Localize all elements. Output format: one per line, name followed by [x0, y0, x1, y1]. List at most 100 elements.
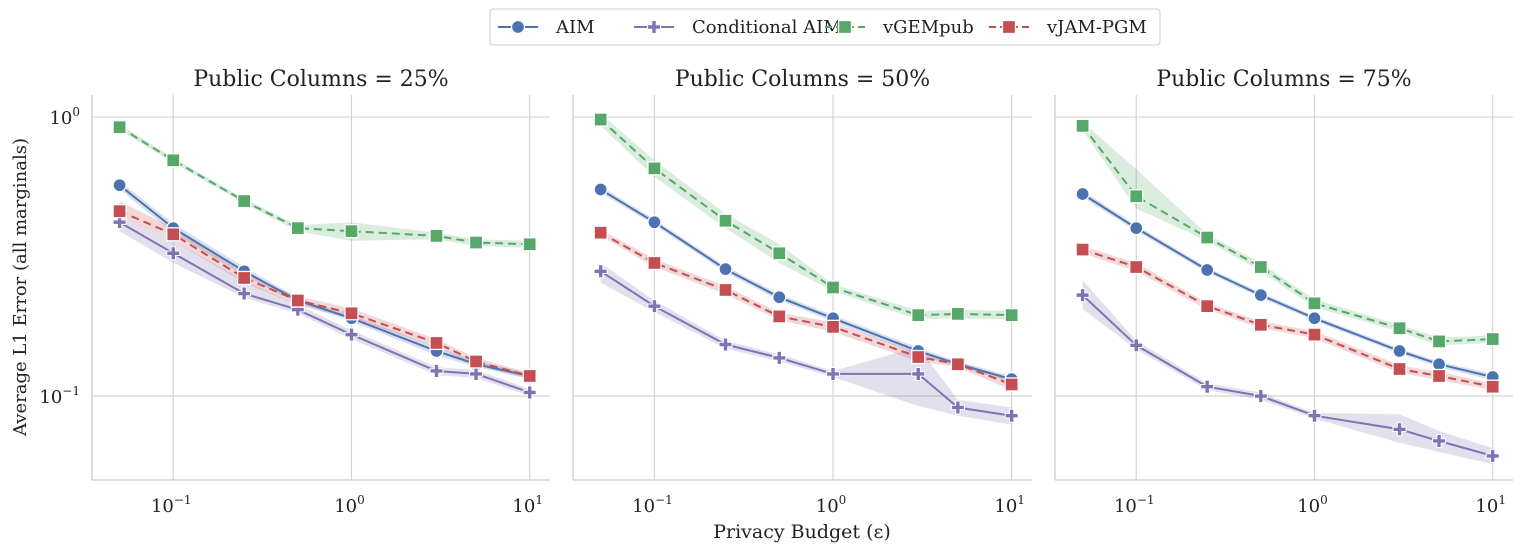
data-point-caim: [237, 286, 252, 301]
data-point-vgem: [429, 228, 444, 244]
data-point-aim: [1307, 311, 1322, 326]
legend-label-caim: Conditional AIM: [692, 17, 842, 38]
data-point-caim: [647, 299, 662, 314]
chart-panels: Public Columns = 25%10−1 100 10110010−1Pub…: [39, 67, 1513, 517]
data-point-caim: [950, 400, 965, 415]
legend-marker-caim: [647, 20, 661, 34]
panel-1: Public Columns = 25% 10−1 100 101 100 10−1: [39, 67, 550, 517]
legend-label-vjam: vJAM-PGM: [1046, 17, 1147, 38]
x-tick-label: 100: [816, 493, 847, 517]
series-line-vgem: [600, 118, 1012, 317]
data-point-vgem: [468, 235, 484, 250]
x-tick-label: 10−1: [1114, 493, 1155, 517]
data-point-aim: [1075, 186, 1090, 202]
data-point-vgem: [950, 306, 966, 322]
confidence-band-caim: [600, 262, 1012, 425]
data-point-caim: [911, 366, 926, 381]
data-point-vjam: [112, 204, 127, 219]
data-point-vgem: [1392, 321, 1407, 336]
legend-item-aim: AIM: [498, 17, 595, 38]
data-point-caim: [166, 246, 181, 261]
x-tick-label: 10−1: [632, 493, 673, 517]
data-point-caim: [1200, 379, 1215, 394]
data-point-caim: [1004, 408, 1019, 423]
data-point-caim: [1485, 448, 1500, 463]
data-point-vjam: [237, 270, 252, 286]
data-point-vjam: [1129, 259, 1144, 275]
data-point-caim: [1432, 433, 1447, 448]
data-point-vjam: [647, 255, 662, 271]
legend-marker-vjam: [1001, 19, 1017, 35]
data-point-vgem: [911, 307, 926, 323]
data-point-vgem: [1307, 296, 1322, 311]
data-point-aim: [647, 215, 662, 230]
y-tick-label: 100: [49, 105, 80, 129]
data-point-aim: [1431, 357, 1447, 372]
data-point-vjam: [1485, 379, 1500, 394]
legend-item-caim: Conditional AIM: [634, 17, 842, 38]
data-point-caim: [469, 366, 484, 381]
x-tick-label: 100: [334, 493, 365, 517]
data-point-vjam: [344, 306, 359, 321]
x-axis-label: Privacy Budget (ε): [713, 521, 891, 543]
series-line-aim: [118, 184, 530, 377]
series-line-aim: [600, 188, 1012, 381]
data-point-vgem: [647, 161, 662, 176]
data-point-vjam: [950, 357, 966, 372]
data-point-vgem: [1075, 118, 1090, 134]
series-line-caim: [600, 270, 1012, 417]
data-point-caim: [1129, 338, 1144, 353]
data-point-vgem: [825, 280, 841, 295]
series-line-vjam: [600, 231, 1012, 386]
data-point-caim: [112, 215, 127, 230]
legend-marker-vgem: [837, 19, 853, 35]
data-point-vjam: [1253, 317, 1268, 332]
legend-label-aim: AIM: [555, 17, 595, 38]
data-point-aim: [718, 262, 733, 277]
x-tick-label: 10−1: [151, 493, 192, 517]
data-point-vgem: [593, 112, 608, 127]
data-point-aim: [1253, 287, 1268, 303]
data-point-vjam: [429, 335, 444, 351]
data-point-aim: [112, 178, 127, 193]
data-point-aim: [772, 290, 787, 305]
data-point-vjam: [468, 354, 484, 369]
data-point-caim: [1307, 408, 1322, 423]
confidence-band-aim: [119, 181, 530, 380]
data-point-vgem: [718, 213, 733, 228]
data-point-caim: [772, 350, 787, 365]
data-point-vjam: [1200, 298, 1215, 314]
legend-label-vgem: vGEMpub: [882, 17, 974, 38]
data-point-vgem: [290, 220, 305, 236]
data-point-vgem: [1004, 307, 1019, 323]
y-tick-label: 10−1: [39, 384, 80, 408]
confidence-band-vjam: [1082, 246, 1493, 391]
data-point-vgem: [166, 153, 181, 168]
data-point-vjam: [1004, 377, 1019, 392]
data-point-vgem: [1485, 331, 1500, 347]
data-point-caim: [344, 327, 359, 342]
x-tick-label: 101: [512, 493, 543, 517]
data-point-vjam: [1392, 361, 1407, 377]
confidence-band-caim: [1082, 280, 1493, 465]
data-point-aim: [1392, 343, 1407, 359]
data-point-aim: [593, 182, 608, 197]
panel-title: Public Columns = 25%: [193, 67, 448, 92]
data-point-caim: [1392, 422, 1407, 437]
data-point-caim: [1075, 288, 1090, 303]
data-point-vgem: [1200, 230, 1215, 245]
x-tick-label: 101: [1475, 493, 1506, 517]
data-point-vgem: [772, 246, 787, 261]
data-point-vjam: [290, 293, 305, 308]
data-point-vgem: [1431, 334, 1447, 349]
data-point-vgem: [1253, 259, 1268, 275]
y-axis-label: Average L1 Error (all marginals): [10, 138, 31, 437]
data-point-vgem: [522, 237, 537, 252]
confidence-band-vgem: [600, 113, 1012, 320]
x-tick-label: 101: [994, 493, 1025, 517]
data-point-vjam: [166, 227, 181, 242]
x-tick-label: 100: [1297, 493, 1328, 517]
data-point-vgem: [344, 224, 359, 239]
data-point-vjam: [911, 349, 926, 365]
